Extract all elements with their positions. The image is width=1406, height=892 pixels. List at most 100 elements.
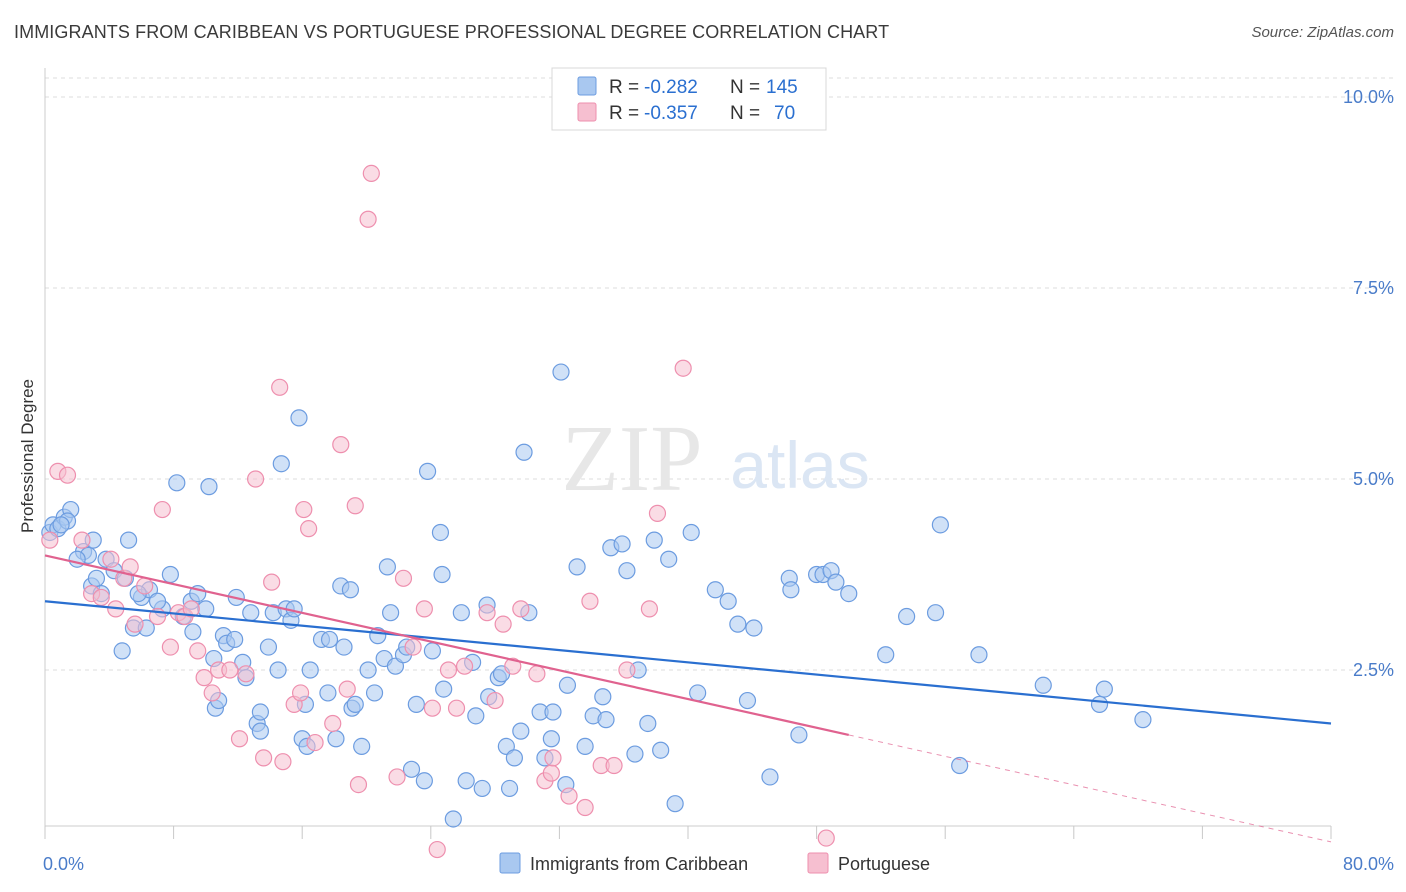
y-tick-label-2: 7.5%	[1353, 278, 1394, 298]
point-portuguese-68	[674, 359, 692, 377]
point-caribbean-106	[613, 535, 631, 553]
point-caribbean-21	[161, 565, 179, 584]
point-caribbean-25	[184, 623, 202, 641]
point-portuguese-56	[528, 665, 546, 683]
watermark: ZIP atlas	[562, 407, 870, 511]
point-caribbean-75	[433, 565, 451, 584]
point-caribbean-119	[729, 615, 747, 633]
point-caribbean-100	[568, 558, 586, 576]
point-caribbean-122	[761, 768, 779, 786]
point-caribbean-138	[1090, 695, 1109, 713]
point-caribbean-89	[505, 749, 523, 767]
point-portuguese-62	[581, 592, 599, 610]
point-portuguese-39	[349, 775, 368, 794]
point-caribbean-131	[877, 646, 895, 664]
point-caribbean-124	[782, 581, 800, 599]
point-caribbean-13	[119, 531, 138, 549]
point-caribbean-90	[512, 722, 530, 740]
legend-n-value-1: 145	[766, 77, 798, 98]
legend-r-label-2: R =	[609, 103, 639, 124]
point-portuguese-51	[478, 604, 496, 622]
point-caribbean-103	[594, 688, 612, 706]
point-caribbean-60	[359, 661, 377, 679]
legend-top-box	[551, 67, 827, 131]
x-tick-label-0: 0.0%	[43, 854, 84, 874]
y-axis-label: Professional Degree	[18, 379, 37, 533]
point-caribbean-70	[407, 695, 425, 713]
point-portuguese-60	[560, 787, 578, 805]
point-caribbean-139	[1095, 680, 1113, 698]
point-caribbean-91	[515, 443, 533, 461]
point-caribbean-71	[415, 772, 433, 790]
point-caribbean-22	[168, 474, 186, 492]
point-portuguese-17	[182, 600, 200, 618]
point-caribbean-27	[200, 478, 218, 496]
y-tick-label-0: 2.5%	[1353, 660, 1394, 680]
point-caribbean-58	[346, 695, 364, 713]
point-portuguese-0	[41, 531, 59, 549]
point-portuguese-25	[246, 470, 265, 488]
point-caribbean-33	[226, 630, 244, 649]
legend-r-value-1: -0.282	[644, 77, 698, 98]
point-caribbean-59	[353, 737, 371, 756]
point-portuguese-18	[189, 642, 207, 660]
point-caribbean-146	[52, 516, 70, 534]
point-portuguese-19	[195, 669, 213, 687]
legend-top: R = -0.282 N = 145 R = -0.357 N = 70	[551, 67, 827, 131]
point-caribbean-74	[431, 523, 450, 542]
point-portuguese-29	[274, 753, 292, 771]
watermark-zip: ZIP	[562, 407, 703, 511]
point-portuguese-33	[300, 520, 318, 538]
chart-title: IMMIGRANTS FROM CARIBBEAN VS PORTUGUESE …	[14, 22, 890, 42]
point-portuguese-13	[153, 500, 171, 519]
point-caribbean-110	[639, 714, 657, 733]
point-caribbean-79	[457, 772, 475, 790]
point-caribbean-130	[840, 584, 858, 603]
point-caribbean-97	[552, 363, 570, 381]
point-caribbean-113	[660, 550, 678, 568]
point-caribbean-108	[626, 745, 644, 763]
point-portuguese-6	[102, 550, 120, 568]
point-caribbean-81	[467, 707, 485, 725]
point-caribbean-116	[689, 684, 707, 702]
legend-bottom-swatch-portuguese	[807, 852, 829, 874]
point-caribbean-15	[113, 642, 131, 660]
legend-bottom-label-caribbean: Immigrants from Caribbean	[530, 854, 748, 874]
point-caribbean-121	[745, 619, 763, 637]
point-portuguese-46	[423, 699, 442, 717]
point-portuguese-27	[263, 573, 281, 591]
point-portuguese-32	[295, 500, 313, 519]
legend-bottom-label-portuguese: Portuguese	[838, 854, 930, 874]
trend-lines	[44, 554, 1332, 843]
point-portuguese-42	[388, 768, 406, 786]
point-portuguese-64	[605, 756, 623, 775]
point-portuguese-35	[324, 714, 342, 733]
trend-line-portuguese	[44, 554, 849, 737]
point-portuguese-40	[359, 210, 377, 228]
point-portuguese-38	[346, 497, 364, 515]
point-caribbean-77	[444, 810, 462, 828]
point-caribbean-87	[500, 779, 519, 798]
point-caribbean-136	[970, 646, 988, 664]
point-portuguese-50	[455, 657, 474, 675]
legend-r-value-2: -0.357	[644, 103, 698, 124]
point-caribbean-104	[597, 711, 615, 729]
point-caribbean-73	[423, 642, 442, 660]
point-caribbean-43	[272, 455, 290, 473]
point-caribbean-78	[452, 604, 470, 622]
point-caribbean-101	[576, 737, 594, 756]
point-caribbean-107	[618, 562, 636, 580]
legend-r-label-1: R =	[609, 77, 639, 98]
point-portuguese-34	[306, 733, 324, 752]
legend-bottom: Immigrants from Caribbean Portuguese	[499, 852, 930, 874]
point-caribbean-111	[645, 531, 663, 549]
point-portuguese-37	[338, 680, 356, 698]
y-tick-label-3: 10.0%	[1343, 87, 1394, 107]
point-caribbean-132	[898, 607, 916, 626]
legend-bottom-swatch-caribbean	[499, 852, 521, 874]
point-caribbean-115	[682, 523, 700, 542]
point-portuguese-26	[255, 749, 273, 767]
point-portuguese-58	[542, 764, 560, 782]
point-portuguese-53	[494, 615, 512, 633]
